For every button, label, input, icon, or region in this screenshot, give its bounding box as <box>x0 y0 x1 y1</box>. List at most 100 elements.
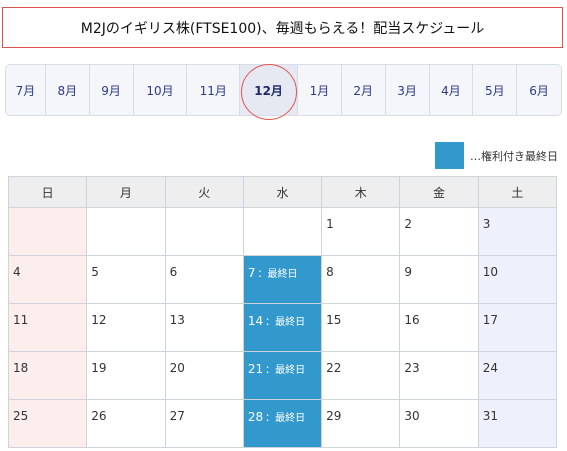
month-tab-7[interactable]: 1月 <box>298 65 342 115</box>
day-number: 21 <box>247 362 264 376</box>
legend-label: …権利付き最終日 <box>470 149 558 163</box>
calendar-day-cell <box>86 207 166 256</box>
legend-swatch <box>435 142 464 169</box>
calendar-day-cell: 9 <box>399 255 479 304</box>
calendar-day-cell: 15 <box>321 303 401 352</box>
calendar-day-cell: 17 <box>477 303 558 352</box>
calendar-day-cell: 12 <box>86 303 166 352</box>
calendar-week-row: 4 5 6 7 ：最終日 8 9 10 <box>7 255 558 304</box>
calendar-day-cell: 5 <box>86 255 166 304</box>
month-tab-8[interactable]: 2月 <box>342 65 386 115</box>
calendar-day-cell: 26 <box>86 399 166 448</box>
weekday-header: 土 <box>477 176 558 208</box>
calendar-day-cell: 10 <box>477 255 558 304</box>
day-number: 1 <box>326 217 334 231</box>
calendar-day-cell: 19 <box>86 351 166 400</box>
day-number: 19 <box>91 361 107 375</box>
calendar-day-cell: 27 <box>164 399 244 448</box>
weekday-header: 火 <box>164 176 244 208</box>
dividend-calendar: 日月火水木金土 1 2 3 4 5 6 7 ：最終日 8 9 10 11 12 13 14 ：最終日 15 16 1… <box>7 176 558 448</box>
day-number: 18 <box>13 361 29 375</box>
month-tab-12[interactable]: 6月 <box>529 83 549 98</box>
calendar-day-cell: 31 <box>477 399 558 448</box>
day-number: 9 <box>404 265 413 279</box>
day-number: 28 <box>247 410 264 424</box>
calendar-day-cell: 13 <box>164 303 244 352</box>
calendar-day-cell: 25 <box>7 399 88 448</box>
month-tab-6[interactable]: 12月 <box>240 65 298 115</box>
day-number: 2 <box>404 217 413 231</box>
month-tab-1[interactable]: 7月 <box>6 65 46 115</box>
month-tab-11[interactable]: 5月 <box>473 65 518 115</box>
month-tab-9[interactable]: 3月 <box>386 65 430 115</box>
calendar-day-cell: 28 ：最終日 <box>242 399 323 448</box>
calendar-day-cell <box>7 207 88 256</box>
day-number: 20 <box>169 361 185 375</box>
weekday-header: 日 <box>7 176 88 208</box>
day-number: 22 <box>326 361 342 375</box>
calendar-week-row: 11 12 13 14 ：最終日 15 16 17 <box>7 303 558 352</box>
last-day-label: ：最終日 <box>265 365 306 376</box>
calendar-day-cell: 29 <box>321 399 401 448</box>
day-number: 31 <box>482 409 498 423</box>
calendar-day-cell: 4 <box>7 255 88 304</box>
calendar-day-cell: 11 <box>7 303 88 352</box>
calendar-day-cell: 30 <box>399 399 479 448</box>
month-tabs: 7月 8月 9月 10月 11月 12月 1月 2月 3月 4月 5月 6月 <box>5 64 562 116</box>
calendar-day-cell: 2 <box>399 207 479 256</box>
calendar-day-cell: 14 ：最終日 <box>242 303 323 352</box>
calendar-day-cell: 21 ：最終日 <box>242 351 323 400</box>
calendar-day-cell: 7 ：最終日 <box>242 255 323 304</box>
day-number: 15 <box>326 313 342 327</box>
day-number: 29 <box>326 409 342 423</box>
day-number: 3 <box>482 217 491 231</box>
day-number: 7 <box>247 266 256 280</box>
calendar-day-cell: 24 <box>477 351 558 400</box>
day-number: 16 <box>404 313 420 327</box>
weekday-header: 木 <box>321 176 401 208</box>
day-number: 26 <box>91 409 107 423</box>
month-tab-10[interactable]: 4月 <box>430 65 474 115</box>
calendar-day-cell <box>164 207 244 256</box>
calendar-day-cell: 20 <box>164 351 244 400</box>
month-tab-4[interactable]: 10月 <box>134 65 188 115</box>
last-day-label: ：最終日 <box>265 413 306 424</box>
day-number: 12 <box>91 313 107 327</box>
month-tab-3[interactable]: 9月 <box>90 65 134 115</box>
day-number: 14 <box>247 314 264 328</box>
calendar-day-cell: 23 <box>399 351 479 400</box>
page-title-banner: M2Jのイギリス株(FTSE100)、毎週もらえる！配当スケジュール <box>2 7 563 48</box>
calendar-day-cell: 8 <box>321 255 401 304</box>
month-tab-5[interactable]: 11月 <box>187 65 241 115</box>
calendar-week-row: 25 26 27 28 ：最終日 29 30 31 <box>7 399 558 448</box>
calendar-day-cell: 3 <box>477 207 558 256</box>
calendar-day-cell: 16 <box>399 303 479 352</box>
day-number: 27 <box>169 409 185 423</box>
day-number: 5 <box>91 265 99 279</box>
day-number: 23 <box>404 361 420 375</box>
day-number: 8 <box>326 265 334 279</box>
last-day-label: ：最終日 <box>257 269 298 280</box>
calendar-week-row: 1 2 3 <box>7 207 558 256</box>
legend: …権利付き最終日 <box>435 142 558 169</box>
last-day-label: ：最終日 <box>265 317 306 328</box>
calendar-day-cell: 18 <box>7 351 88 400</box>
calendar-day-cell <box>242 207 323 256</box>
day-number: 10 <box>482 265 498 279</box>
day-number: 13 <box>169 313 185 327</box>
day-number: 11 <box>13 313 29 327</box>
weekday-header-row: 日月火水木金土 <box>7 176 558 208</box>
day-number: 25 <box>13 409 29 423</box>
weekday-header: 月 <box>86 176 166 208</box>
calendar-week-row: 18 19 20 21 ：最終日 22 23 24 <box>7 351 558 400</box>
calendar-day-cell: 1 <box>321 207 401 256</box>
day-number: 24 <box>482 361 498 375</box>
day-number: 6 <box>169 265 178 279</box>
day-number: 17 <box>482 313 498 327</box>
month-tab-2[interactable]: 8月 <box>46 65 90 115</box>
weekday-header: 水 <box>242 176 323 208</box>
day-number: 30 <box>404 409 420 423</box>
calendar-day-cell: 6 <box>164 255 244 304</box>
day-number: 4 <box>13 265 21 279</box>
calendar-day-cell: 22 <box>321 351 401 400</box>
